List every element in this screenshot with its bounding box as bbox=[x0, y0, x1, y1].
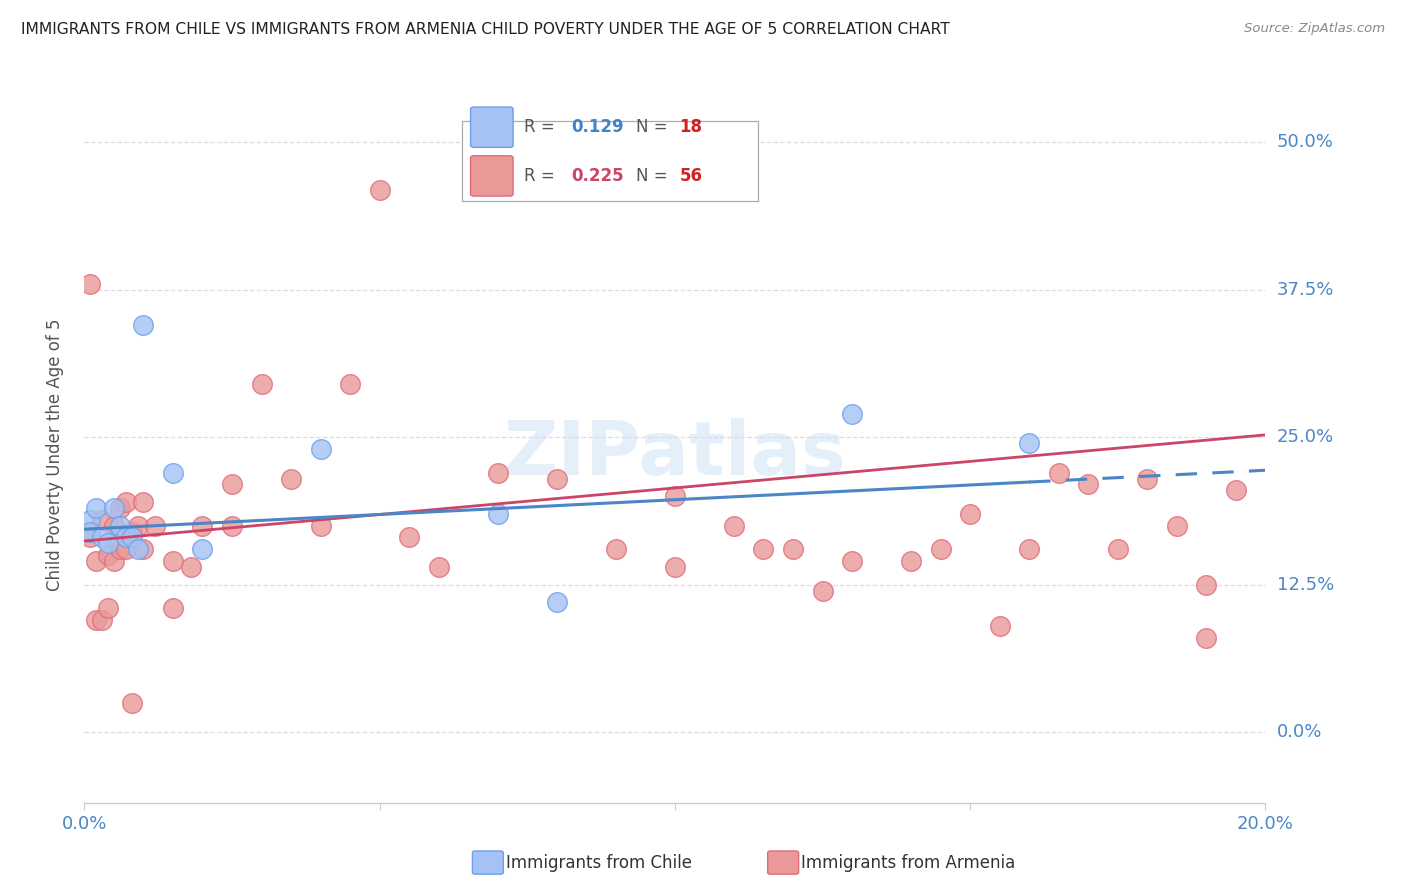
Point bbox=[114, 495, 136, 509]
Point bbox=[664, 560, 686, 574]
Point bbox=[280, 471, 302, 485]
Text: N =: N = bbox=[636, 119, 673, 136]
Point bbox=[339, 377, 361, 392]
Point bbox=[103, 518, 125, 533]
Text: 37.5%: 37.5% bbox=[1277, 281, 1334, 299]
Point bbox=[162, 554, 184, 568]
Point bbox=[97, 601, 120, 615]
Point bbox=[143, 518, 166, 533]
Point bbox=[91, 513, 114, 527]
Point bbox=[1107, 542, 1129, 557]
Text: 12.5%: 12.5% bbox=[1277, 575, 1334, 594]
Text: Immigrants from Chile: Immigrants from Chile bbox=[506, 854, 692, 871]
Point bbox=[486, 507, 509, 521]
Point bbox=[79, 513, 101, 527]
Text: Immigrants from Armenia: Immigrants from Armenia bbox=[801, 854, 1015, 871]
Text: ZIPatlas: ZIPatlas bbox=[503, 418, 846, 491]
Point bbox=[1166, 518, 1188, 533]
Point bbox=[900, 554, 922, 568]
Text: 0.129: 0.129 bbox=[571, 119, 624, 136]
Point bbox=[605, 542, 627, 557]
Point bbox=[1136, 471, 1159, 485]
Point bbox=[841, 554, 863, 568]
Point bbox=[1018, 436, 1040, 450]
FancyBboxPatch shape bbox=[471, 107, 513, 147]
Text: N =: N = bbox=[636, 167, 673, 185]
Point bbox=[180, 560, 202, 574]
Text: 18: 18 bbox=[679, 119, 703, 136]
Point bbox=[162, 466, 184, 480]
Point bbox=[79, 531, 101, 545]
Point bbox=[221, 477, 243, 491]
Text: 25.0%: 25.0% bbox=[1277, 428, 1334, 446]
Text: Source: ZipAtlas.com: Source: ZipAtlas.com bbox=[1244, 22, 1385, 36]
Point bbox=[811, 583, 834, 598]
Point bbox=[79, 277, 101, 291]
Point bbox=[91, 613, 114, 627]
Point bbox=[108, 518, 131, 533]
Point bbox=[132, 542, 155, 557]
Point bbox=[127, 542, 149, 557]
Point bbox=[546, 595, 568, 609]
Point bbox=[84, 613, 107, 627]
Point bbox=[121, 531, 143, 545]
Text: 50.0%: 50.0% bbox=[1277, 134, 1333, 152]
Point bbox=[1077, 477, 1099, 491]
Point bbox=[79, 524, 101, 539]
FancyBboxPatch shape bbox=[471, 156, 513, 196]
Text: 56: 56 bbox=[679, 167, 703, 185]
Point bbox=[114, 542, 136, 557]
Point bbox=[121, 696, 143, 710]
Point bbox=[221, 518, 243, 533]
Point bbox=[309, 518, 332, 533]
Point bbox=[191, 542, 214, 557]
Point bbox=[1047, 466, 1070, 480]
Point bbox=[162, 601, 184, 615]
Point bbox=[121, 524, 143, 539]
Point bbox=[782, 542, 804, 557]
Point bbox=[309, 442, 332, 456]
Point bbox=[97, 536, 120, 550]
Point bbox=[108, 500, 131, 515]
Point bbox=[108, 542, 131, 557]
Y-axis label: Child Poverty Under the Age of 5: Child Poverty Under the Age of 5 bbox=[45, 318, 63, 591]
Point bbox=[1195, 577, 1218, 591]
Point bbox=[84, 500, 107, 515]
Point bbox=[127, 518, 149, 533]
Point bbox=[723, 518, 745, 533]
Text: 0.0%: 0.0% bbox=[1277, 723, 1322, 741]
Point bbox=[114, 531, 136, 545]
Point bbox=[398, 531, 420, 545]
FancyBboxPatch shape bbox=[463, 121, 758, 201]
Point bbox=[250, 377, 273, 392]
Point bbox=[368, 183, 391, 197]
Text: IMMIGRANTS FROM CHILE VS IMMIGRANTS FROM ARMENIA CHILD POVERTY UNDER THE AGE OF : IMMIGRANTS FROM CHILE VS IMMIGRANTS FROM… bbox=[21, 22, 950, 37]
Text: 0.225: 0.225 bbox=[571, 167, 624, 185]
Point bbox=[486, 466, 509, 480]
Point bbox=[959, 507, 981, 521]
Point bbox=[132, 318, 155, 333]
Text: R =: R = bbox=[523, 167, 560, 185]
Point bbox=[91, 531, 114, 545]
Point bbox=[752, 542, 775, 557]
Point bbox=[664, 489, 686, 503]
Point bbox=[1225, 483, 1247, 498]
Point bbox=[988, 619, 1011, 633]
Point bbox=[84, 554, 107, 568]
Point bbox=[103, 554, 125, 568]
Point bbox=[1195, 631, 1218, 645]
Point bbox=[929, 542, 952, 557]
Point bbox=[97, 548, 120, 562]
Point bbox=[191, 518, 214, 533]
Point bbox=[841, 407, 863, 421]
Point bbox=[546, 471, 568, 485]
Point bbox=[132, 495, 155, 509]
Text: R =: R = bbox=[523, 119, 560, 136]
Point bbox=[1018, 542, 1040, 557]
Point bbox=[427, 560, 450, 574]
Point bbox=[103, 500, 125, 515]
